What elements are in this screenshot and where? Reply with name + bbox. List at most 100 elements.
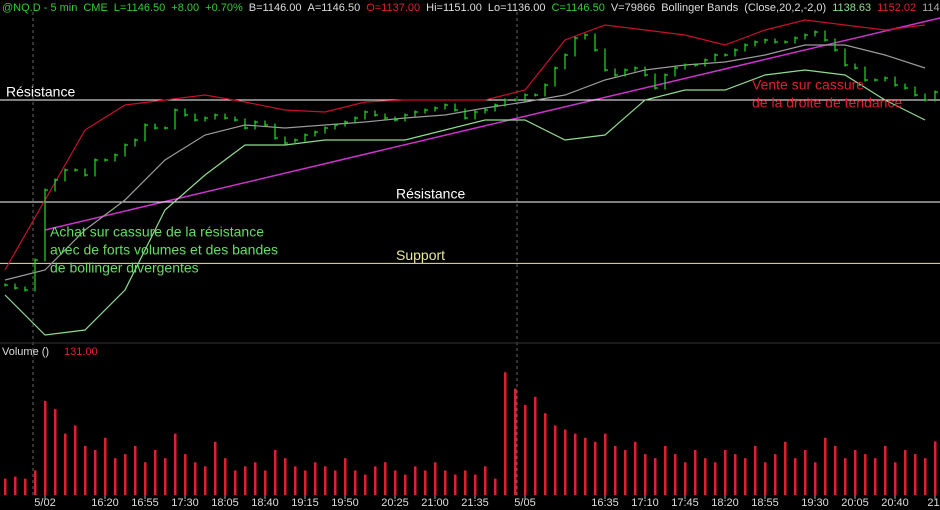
volume-bar <box>324 466 327 495</box>
price-bar <box>414 110 418 117</box>
volume-bar <box>674 454 677 495</box>
price-bar <box>254 120 258 130</box>
level-label: Résistance <box>396 186 465 202</box>
price-bar <box>44 188 48 262</box>
x-tick-label: 16:20 <box>91 497 119 509</box>
volume-bar <box>714 462 717 495</box>
volume-bar <box>484 466 487 495</box>
price-bar <box>554 66 558 87</box>
trend-line <box>44 17 940 231</box>
header-field: +8.00 <box>171 2 199 14</box>
price-bar <box>124 143 128 157</box>
x-tick-label: 20:25 <box>381 497 409 509</box>
volume-bar <box>354 470 357 495</box>
volume-bar <box>854 450 857 495</box>
volume-bar <box>774 454 777 495</box>
price-bar <box>314 130 318 137</box>
price-bar <box>594 33 598 52</box>
volume-bar <box>884 445 887 495</box>
volume-bar <box>844 458 847 495</box>
volume-bar <box>724 450 727 495</box>
price-bar <box>384 113 388 120</box>
price-bar <box>584 33 588 40</box>
volume-bar <box>174 433 177 495</box>
volume-bar <box>334 470 337 495</box>
price-bar <box>64 168 68 182</box>
price-bar <box>524 93 528 102</box>
header-field: 1152.02 <box>877 2 916 14</box>
price-bar <box>504 98 508 107</box>
volume-bar <box>544 413 547 495</box>
volume-bar <box>604 433 607 495</box>
x-tick-label: 18:20 <box>711 497 739 509</box>
price-bar <box>174 108 178 130</box>
price-bar <box>184 108 188 117</box>
price-bar <box>244 118 248 130</box>
level-label: Support <box>396 247 445 263</box>
price-bar <box>614 68 618 77</box>
header-field: +0.70% <box>205 2 243 14</box>
price-bar <box>514 98 518 102</box>
price-bar <box>824 30 828 42</box>
volume-bar <box>304 470 307 495</box>
price-bar <box>104 158 108 162</box>
price-bar <box>114 153 118 162</box>
volume-bar <box>454 474 457 495</box>
x-tick-label: 16:35 <box>591 497 619 509</box>
x-tick-label: 18:40 <box>251 497 279 509</box>
volume-bar <box>504 372 507 495</box>
volume-bar <box>184 454 187 495</box>
price-bar <box>744 43 748 52</box>
header-field: L=1146.50 <box>114 2 166 14</box>
volume-bar <box>204 466 207 495</box>
volume-bar <box>694 450 697 495</box>
price-bar <box>404 113 408 122</box>
volume-bar <box>744 458 747 495</box>
x-tick-label: 17:30 <box>171 497 199 509</box>
annotation: de bollinger divergentes <box>50 260 199 276</box>
price-bar <box>634 66 638 72</box>
price-bar <box>284 136 288 145</box>
volume-bar <box>194 462 197 495</box>
volume-bar <box>294 466 297 495</box>
price-bar <box>884 76 888 82</box>
price-bar <box>344 120 348 127</box>
volume-bar <box>24 478 27 495</box>
header-field: Bollinger Bands <box>661 2 739 14</box>
price-bar <box>334 123 338 130</box>
volume-bar <box>234 470 237 495</box>
header-field: CME <box>83 2 107 14</box>
volume-bar <box>784 441 787 495</box>
price-bar <box>544 83 548 97</box>
price-bar <box>464 108 468 120</box>
price-bar <box>84 168 88 177</box>
x-tick-label: 21: <box>927 497 940 509</box>
price-bar <box>434 106 438 112</box>
volume-bar <box>214 441 217 495</box>
volume-bar <box>374 466 377 495</box>
volume-bar <box>494 478 497 495</box>
volume-bar <box>824 437 827 495</box>
volume-bar <box>394 470 397 495</box>
price-bar <box>794 36 798 44</box>
x-tick-label: 18:55 <box>751 497 779 509</box>
price-bar <box>834 38 838 52</box>
volume-bar <box>924 458 927 495</box>
volume-bar <box>124 454 127 495</box>
volume-bar <box>864 454 867 495</box>
volume-title: Volume () <box>2 346 49 358</box>
x-tick-label: 18:05 <box>211 497 239 509</box>
volume-bar <box>654 458 657 495</box>
price-bar <box>854 63 858 70</box>
volume-bar <box>624 450 627 495</box>
x-tick-label: 19:50 <box>331 497 359 509</box>
volume-bar <box>4 478 7 495</box>
price-bar <box>14 283 18 290</box>
volume-bar <box>834 445 837 495</box>
volume-bar <box>914 454 917 495</box>
header-field: Lo=1136.00 <box>488 2 546 14</box>
x-tick-label: 20:05 <box>841 497 869 509</box>
price-bar <box>214 113 218 120</box>
volume-bar <box>364 474 367 495</box>
